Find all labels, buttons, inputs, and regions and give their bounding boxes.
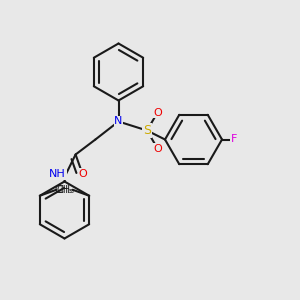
Text: F: F (231, 134, 237, 145)
Text: NH: NH (49, 169, 66, 179)
Text: N: N (114, 116, 123, 127)
Text: O: O (153, 107, 162, 118)
Text: CH₃: CH₃ (56, 185, 74, 195)
Text: CH₃: CH₃ (55, 185, 73, 195)
Text: O: O (78, 169, 87, 179)
Text: O: O (153, 143, 162, 154)
Text: S: S (143, 124, 151, 137)
